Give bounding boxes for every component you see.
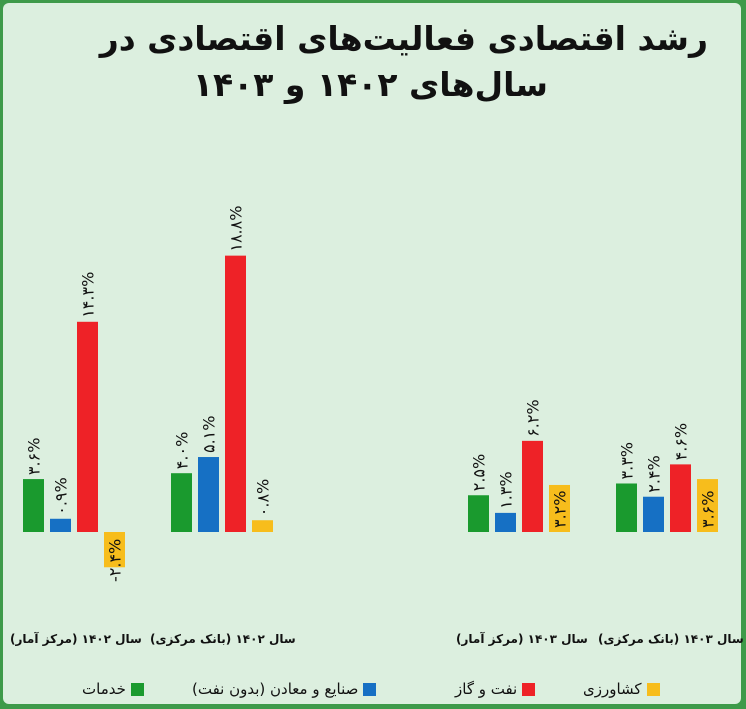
legend-swatch: [522, 682, 536, 696]
legend-label: خدمات: [82, 680, 126, 698]
data-label: ۳.۶%: [699, 491, 718, 528]
data-label: ۴.۶%: [672, 423, 691, 460]
data-label: ۱.۳%: [497, 471, 516, 508]
data-label: ۴.۰%: [173, 432, 192, 469]
legend-label: صنایع و معادن (بدون نفت): [192, 680, 359, 698]
chart-title: رشد اقتصادی فعالیت‌های اقتصادی در سال‌ها…: [28, 16, 708, 108]
title-line-1: رشد اقتصادی فعالیت‌های اقتصادی در: [99, 19, 708, 58]
legend-label: نفت و گاز: [455, 680, 518, 698]
bar: [670, 464, 691, 532]
data-label: ۳.۳%: [618, 442, 637, 479]
bar: [171, 473, 192, 532]
bar: [495, 512, 516, 532]
bar: [104, 532, 125, 568]
data-label: ۲.۵%: [470, 454, 489, 491]
bar: [225, 255, 246, 532]
bar: [697, 479, 718, 532]
legend-label: کشاورزی: [583, 680, 642, 698]
legend-item: کشاورزی: [583, 680, 660, 698]
category-label: سال ۱۴۰۳ (بانک مرکزی): [598, 632, 744, 646]
bar: [616, 483, 637, 532]
legend-item: نفت و گاز: [455, 680, 536, 698]
data-label: ۲.۴%: [645, 455, 664, 492]
chart-background: [3, 3, 741, 704]
legend-swatch: [130, 682, 144, 696]
bar: [77, 321, 98, 532]
bar: [198, 457, 219, 532]
legend-swatch: [646, 682, 660, 696]
bar: [23, 479, 44, 532]
bar: [252, 520, 273, 532]
data-label: ۶.۲%: [524, 399, 543, 436]
data-label: ۰.۸%: [254, 479, 273, 516]
data-label: ۱۴.۳%: [79, 272, 98, 318]
bar: [549, 484, 570, 532]
category-label: سال ۱۴۰۲ (بانک مرکزی): [150, 632, 296, 646]
bar: [468, 495, 489, 532]
bar: [522, 440, 543, 532]
data-label: ۳.۲%: [551, 491, 570, 528]
bar: [50, 518, 71, 532]
data-label: -۲.۴%: [106, 539, 125, 582]
data-label: ۵.۱%: [200, 416, 219, 453]
title-line-2: سال‌های ۱۴۰۲ و ۱۴۰۳: [192, 65, 548, 104]
legend-swatch: [363, 682, 377, 696]
legend-item: صنایع و معادن (بدون نفت): [192, 680, 377, 698]
category-label: سال ۱۴۰۳ (مرکز آمار): [456, 632, 588, 646]
data-label: ۳.۶%: [25, 438, 44, 475]
data-label: ۰.۹%: [52, 477, 71, 514]
bar: [643, 496, 664, 532]
data-label: ۱۸.۸%: [227, 206, 246, 252]
category-label: سال ۱۴۰۲ (مرکز آمار): [10, 632, 142, 646]
legend-item: خدمات: [82, 680, 144, 698]
